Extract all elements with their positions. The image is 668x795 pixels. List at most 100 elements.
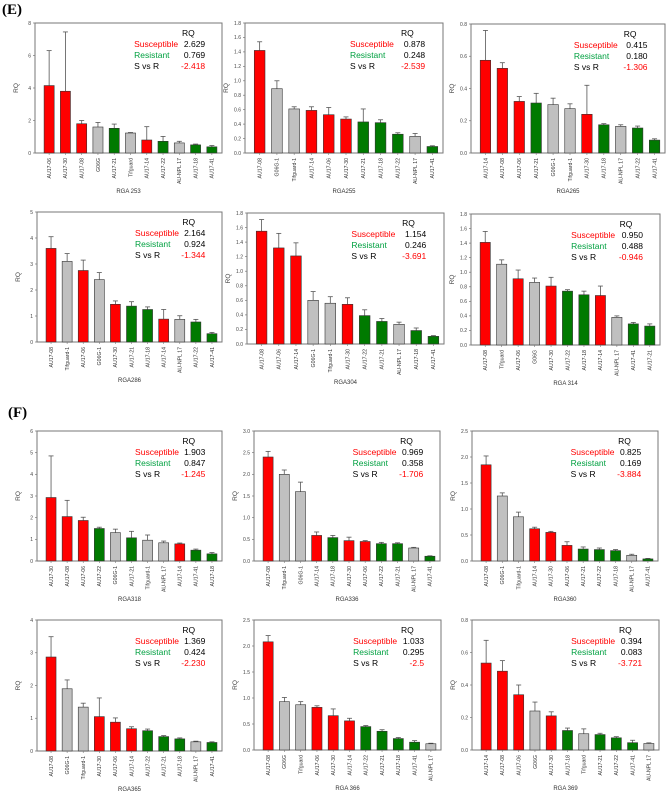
x-tick-label: AU17-06 [516, 755, 522, 776]
bar [480, 464, 492, 562]
y-tick-label: 0.0 [460, 151, 467, 157]
bar [564, 108, 576, 154]
x-tick-label: AU17-21 [598, 755, 604, 776]
x-tick-label: AU-NPL 17 [194, 756, 200, 782]
y-tick-label: 3.0 [243, 429, 250, 435]
bar [142, 730, 153, 752]
bar [273, 247, 285, 345]
y-tick-label: 1.5 [243, 494, 250, 500]
legend-header: RQ [182, 28, 195, 38]
y-axis-label: RQ [15, 272, 22, 282]
bar [60, 90, 71, 154]
legend-svr-label: S vs R [350, 61, 375, 71]
x-tick-label: AU17-21 [380, 349, 386, 370]
legend-resistant-value: 0.295 [403, 647, 425, 657]
y-tick-label: 6 [28, 53, 31, 59]
x-tick-label: AU17-06 [363, 566, 369, 587]
bar [340, 118, 352, 154]
bar [594, 734, 606, 751]
bar [359, 315, 371, 345]
bar [643, 743, 655, 751]
x-tick-label: G06G-1 [500, 566, 506, 585]
legend-resistant-label: Resistant [571, 647, 607, 657]
x-tick-label: AU17-18 [602, 158, 608, 179]
chart-panel: 0.0 0.5 1.0 1.5 2.0 2.5 RQ AU17-08 G06G-1 Tifguar… [450, 429, 659, 603]
x-tick-label: AU17-08 [484, 566, 490, 587]
bar [409, 136, 421, 154]
bar [611, 317, 623, 346]
bar [126, 728, 137, 752]
x-tick-label: AU17-22 [194, 347, 200, 368]
x-tick-label: AU17-21 [112, 158, 118, 179]
x-tick-label: G06G-1 [298, 566, 304, 585]
bar [305, 110, 318, 154]
bar [547, 104, 559, 154]
bar [206, 742, 218, 752]
bar [311, 535, 322, 562]
y-tick-label: 1.6 [234, 35, 241, 41]
chart-panel: 0.0 0.5 1.0 1.5 2.0 2.5 RQ AU17-08 G06G Tifguard A… [232, 618, 442, 792]
y-tick-label: 1.0 [243, 515, 250, 521]
bar [307, 300, 319, 345]
y-tick-label: 1 [30, 537, 33, 543]
x-tick-label: Tifguard-1 [516, 566, 522, 590]
y-tick-label: 1.2 [234, 64, 241, 70]
x-tick-label: Tifguard-1 [568, 158, 574, 182]
bar [190, 144, 201, 154]
x-tick-label: AU17-41 [210, 347, 216, 368]
x-tick-label: AU17-14 [129, 756, 135, 777]
x-tick-label: AU17-06 [81, 347, 87, 368]
legend-svr-label: S vs R [353, 469, 378, 479]
chart-panel: 0.0 0.2 0.4 0.6 0.8 RQ AU17-14 AU17-08 AU17-06 AU… [449, 22, 666, 195]
x-tick-label: AU17-06 [315, 755, 321, 776]
x-tick-label: AU-NPL 17 [615, 350, 621, 376]
x-tick-label: AU-NPL 17 [397, 349, 403, 375]
bar [174, 738, 186, 752]
legend-resistant-value: 0.769 [184, 50, 206, 60]
y-tick-label: 2.5 [243, 618, 250, 624]
legend-resistant-value: 0.924 [184, 239, 206, 249]
legend-svr-value: -2.230 [181, 658, 205, 668]
x-tick-label: AU17-14 [294, 349, 300, 370]
y-tick-label: 0.0 [236, 342, 243, 348]
x-tick-label: AU17-21 [380, 755, 386, 776]
legend-resistant-label: Resistant [134, 50, 170, 60]
x-tick-label: AU17-21 [581, 566, 587, 587]
chart-panel: 0 1 2 3 4 RQ AU17-08 G06G-1 Tifguard-1 AU17-30 AU1… [15, 618, 223, 793]
bar [76, 123, 88, 154]
x-tick-label: AU17-41 [428, 566, 434, 587]
chart-panel: 0.0 0.5 1.0 1.5 2.0 2.5 3.0 RQ AU17-08 Tifguard-1… [232, 429, 441, 603]
y-tick-label: 4 [28, 86, 31, 92]
bar [545, 715, 557, 751]
legend-resistant-value: 0.847 [184, 458, 206, 468]
x-tick-label: AU17-08 [257, 158, 263, 179]
legend-header: RQ [618, 436, 631, 446]
x-tick-label: AU-NPL 17 [413, 158, 419, 184]
x-tick-label: AU17-08 [49, 347, 55, 368]
bar [174, 543, 186, 562]
chart-panel: 0.0 0.2 0.4 0.6 0.8 1.0 1.2 1.4 1.6 1.8 RQ AU17-08 G… [223, 21, 444, 195]
y-tick-label: 1.2 [236, 254, 243, 260]
y-axis-label: RQ [232, 680, 239, 690]
bar [545, 285, 557, 346]
bar [578, 733, 590, 751]
y-tick-label: 4 [30, 236, 33, 242]
bar [262, 456, 274, 562]
legend-svr-label: S vs R [351, 251, 376, 261]
legend-resistant-value: 0.358 [402, 458, 424, 468]
y-tick-label: 0.0 [243, 748, 250, 754]
y-tick-label: 0.4 [234, 122, 241, 128]
bar [545, 532, 557, 562]
x-tick-label: G06G-1 [65, 756, 71, 775]
bar [562, 290, 573, 346]
x-tick-label: AU17-06 [81, 566, 87, 587]
legend-resistant-label: Resistant [353, 458, 389, 468]
chart-title: RGA336 [335, 597, 359, 603]
y-tick-label: 1.8 [234, 21, 241, 27]
y-tick-label: 1.0 [460, 270, 467, 276]
x-tick-label: AU17-14 [483, 158, 489, 179]
legend-susceptible-value: 0.950 [622, 230, 644, 240]
x-tick-label: G06G-1 [275, 158, 281, 177]
legend-svr-label: S vs R [135, 250, 160, 260]
legend-susceptible-value: 1.369 [184, 636, 206, 646]
